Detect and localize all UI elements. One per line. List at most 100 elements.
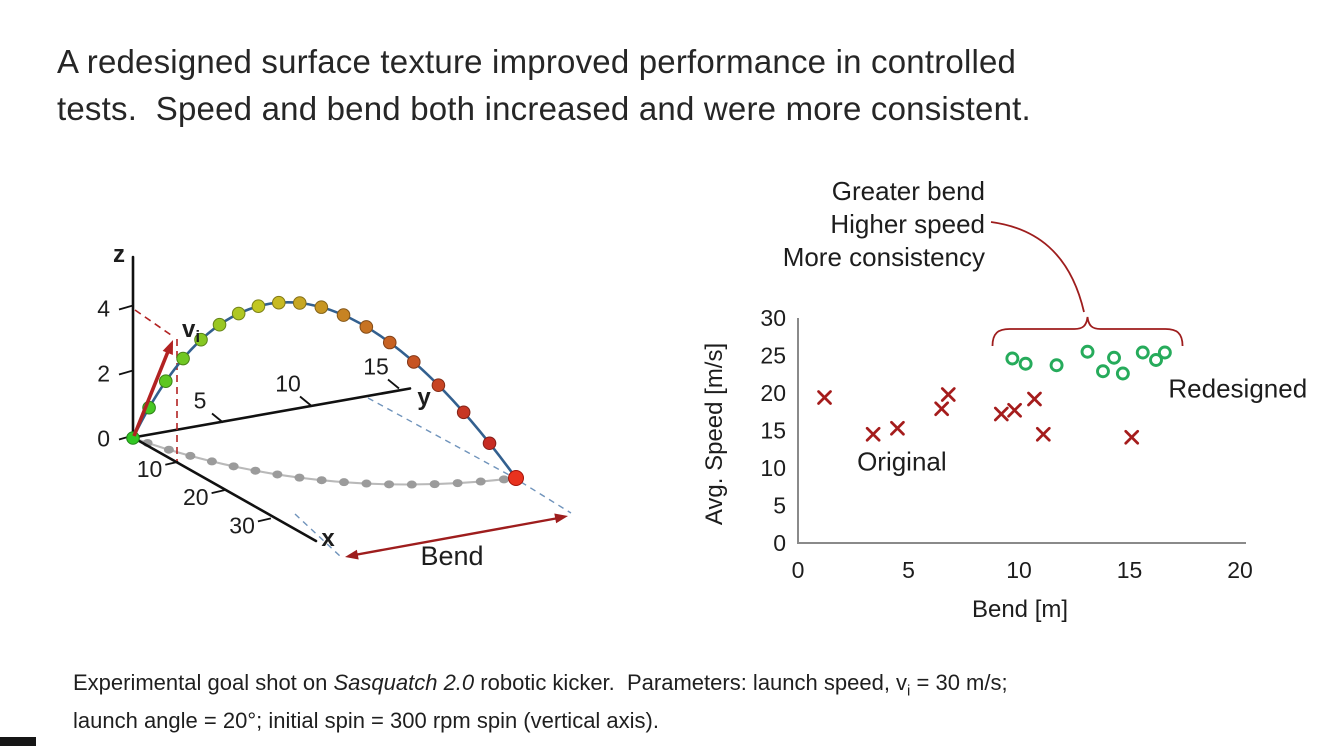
shadow-dot — [452, 479, 463, 488]
x-tick-label: 0 — [792, 557, 805, 583]
y-tick-label: 10 — [275, 371, 301, 397]
x-axis — [131, 436, 318, 543]
caption-text: Experimental goal shot on — [73, 670, 334, 695]
y-tick — [211, 412, 224, 424]
trajectory-dot — [456, 405, 471, 420]
y-tick-label: 10 — [760, 455, 786, 481]
caption-text: robotic kicker. Parameters: launch speed… — [474, 670, 908, 695]
original-point — [940, 387, 956, 402]
trajectory-dot — [314, 300, 329, 314]
shadow-dot — [361, 479, 372, 488]
trajectory-dot — [431, 378, 446, 393]
y-tick-label: 30 — [760, 305, 786, 331]
bend-label: Bend — [420, 541, 483, 571]
trajectory-dot — [406, 355, 421, 369]
series-label-redesigned: Redesigned — [1168, 374, 1307, 404]
original-point — [1007, 402, 1022, 418]
y-tick-label: 25 — [760, 343, 786, 369]
series-label-original: Original — [857, 446, 947, 476]
landing-dot — [508, 470, 524, 486]
trajectory-dot — [212, 317, 227, 332]
annotation-leader — [990, 221, 1085, 313]
bend-arrowhead-left — [345, 549, 359, 560]
axes-lines — [797, 318, 1246, 544]
original-point — [1035, 426, 1051, 442]
annotation-line: Greater bend — [832, 176, 985, 206]
z-axis-label: z — [113, 241, 125, 268]
redesigned-point — [1149, 353, 1163, 367]
vi-label-sub: i — [195, 327, 200, 346]
y-tick — [387, 378, 400, 390]
redesigned-point — [1080, 344, 1095, 359]
caption-subscript: i — [907, 682, 911, 700]
shadow-dot — [185, 451, 196, 460]
trajectory-plot: z y x 0 2 4 5 10 15 10 20 30 vi Bend — [97, 241, 572, 571]
x-tick — [165, 460, 179, 466]
caption-text: launch angle = 20°; initial spin = 300 r… — [73, 708, 659, 734]
y-axis — [131, 387, 412, 439]
vi-label: vi — [182, 316, 200, 346]
x-tick-label: 20 — [1227, 557, 1253, 583]
original-point — [817, 390, 832, 405]
y-axis-label: y — [417, 384, 431, 411]
bend-arrow — [348, 515, 565, 558]
shadow-dot — [429, 480, 440, 489]
x-tick — [211, 489, 225, 494]
trajectory-dot — [336, 308, 351, 322]
original-point — [993, 406, 1009, 422]
title-line-2: tests. Speed and bend both increased and… — [57, 90, 1031, 127]
z-tick — [118, 369, 134, 376]
trajectory-dot — [231, 306, 246, 321]
annotation-line: Higher speed — [830, 209, 985, 239]
vi-arrowhead — [162, 340, 173, 356]
z-tick — [118, 304, 134, 311]
caption-text: = 30 m/s; — [910, 670, 1008, 695]
bend-arrowhead-right — [554, 513, 568, 524]
x-axis-title: Bend [m] — [972, 596, 1068, 623]
vi-arrow — [132, 348, 171, 437]
brace — [991, 316, 1184, 347]
caption-italic-text: Sasquatch 2.0 — [333, 670, 475, 695]
bottom-left-bar — [0, 737, 36, 746]
x-tick-label: 10 — [137, 456, 163, 482]
y-tick-label: 15 — [760, 418, 786, 444]
title-line-1: A redesigned surface texture improved pe… — [57, 43, 1017, 80]
y-tick — [299, 395, 312, 407]
x-tick-label: 15 — [1117, 557, 1143, 583]
caption-line-1: Experimental goal shot on Sasquatch 2.0 … — [73, 668, 1313, 706]
x-tick-label: 5 — [902, 557, 915, 583]
y-axis-title: Avg. Speed [m/s] — [701, 343, 728, 525]
z-tick-label: 2 — [97, 361, 110, 387]
trajectory-dot — [292, 296, 307, 310]
annotation-line: More consistency — [783, 242, 985, 272]
shadow-dot — [206, 457, 217, 466]
shadow-dot — [406, 480, 417, 489]
original-point — [934, 401, 950, 417]
z-tick-label: 0 — [97, 426, 110, 452]
y-tick-label: 5 — [194, 388, 207, 414]
shadow-dot — [294, 473, 305, 482]
trajectory-dot — [251, 299, 266, 314]
trajectory-dot — [176, 351, 190, 366]
x-axis-label: x — [321, 525, 335, 552]
redesigned-point — [1096, 364, 1110, 379]
y-tick-label: 5 — [773, 493, 786, 519]
trajectory-dot — [158, 374, 173, 389]
x-tick-label: 30 — [229, 512, 255, 538]
redesigned-point — [1157, 345, 1172, 360]
redesigned-point — [1135, 345, 1150, 360]
redesigned-point — [1018, 356, 1033, 371]
shadow-dot — [339, 478, 350, 487]
original-point — [1124, 429, 1140, 445]
scatter-plot: 0 5 10 15 20 25 30 0 5 10 15 20 Avg. Speed [m/s] Bend… — [701, 176, 1307, 623]
shadow-dot — [250, 466, 261, 475]
z-tick-label: 4 — [97, 296, 110, 322]
shadow-dot — [384, 480, 395, 489]
scatter-figure: 0 5 10 15 20 25 30 0 5 10 15 20 Avg. Speed [m/s] Bend… — [690, 160, 1339, 640]
trajectory-dot — [271, 295, 286, 310]
original-point — [890, 420, 905, 436]
caption-line-2: launch angle = 20°; initial spin = 300 r… — [73, 706, 1313, 736]
x-tick-label: 10 — [1006, 557, 1032, 583]
figure-caption: Experimental goal shot on Sasquatch 2.0 … — [73, 668, 1313, 736]
shadow-dot — [272, 470, 283, 479]
